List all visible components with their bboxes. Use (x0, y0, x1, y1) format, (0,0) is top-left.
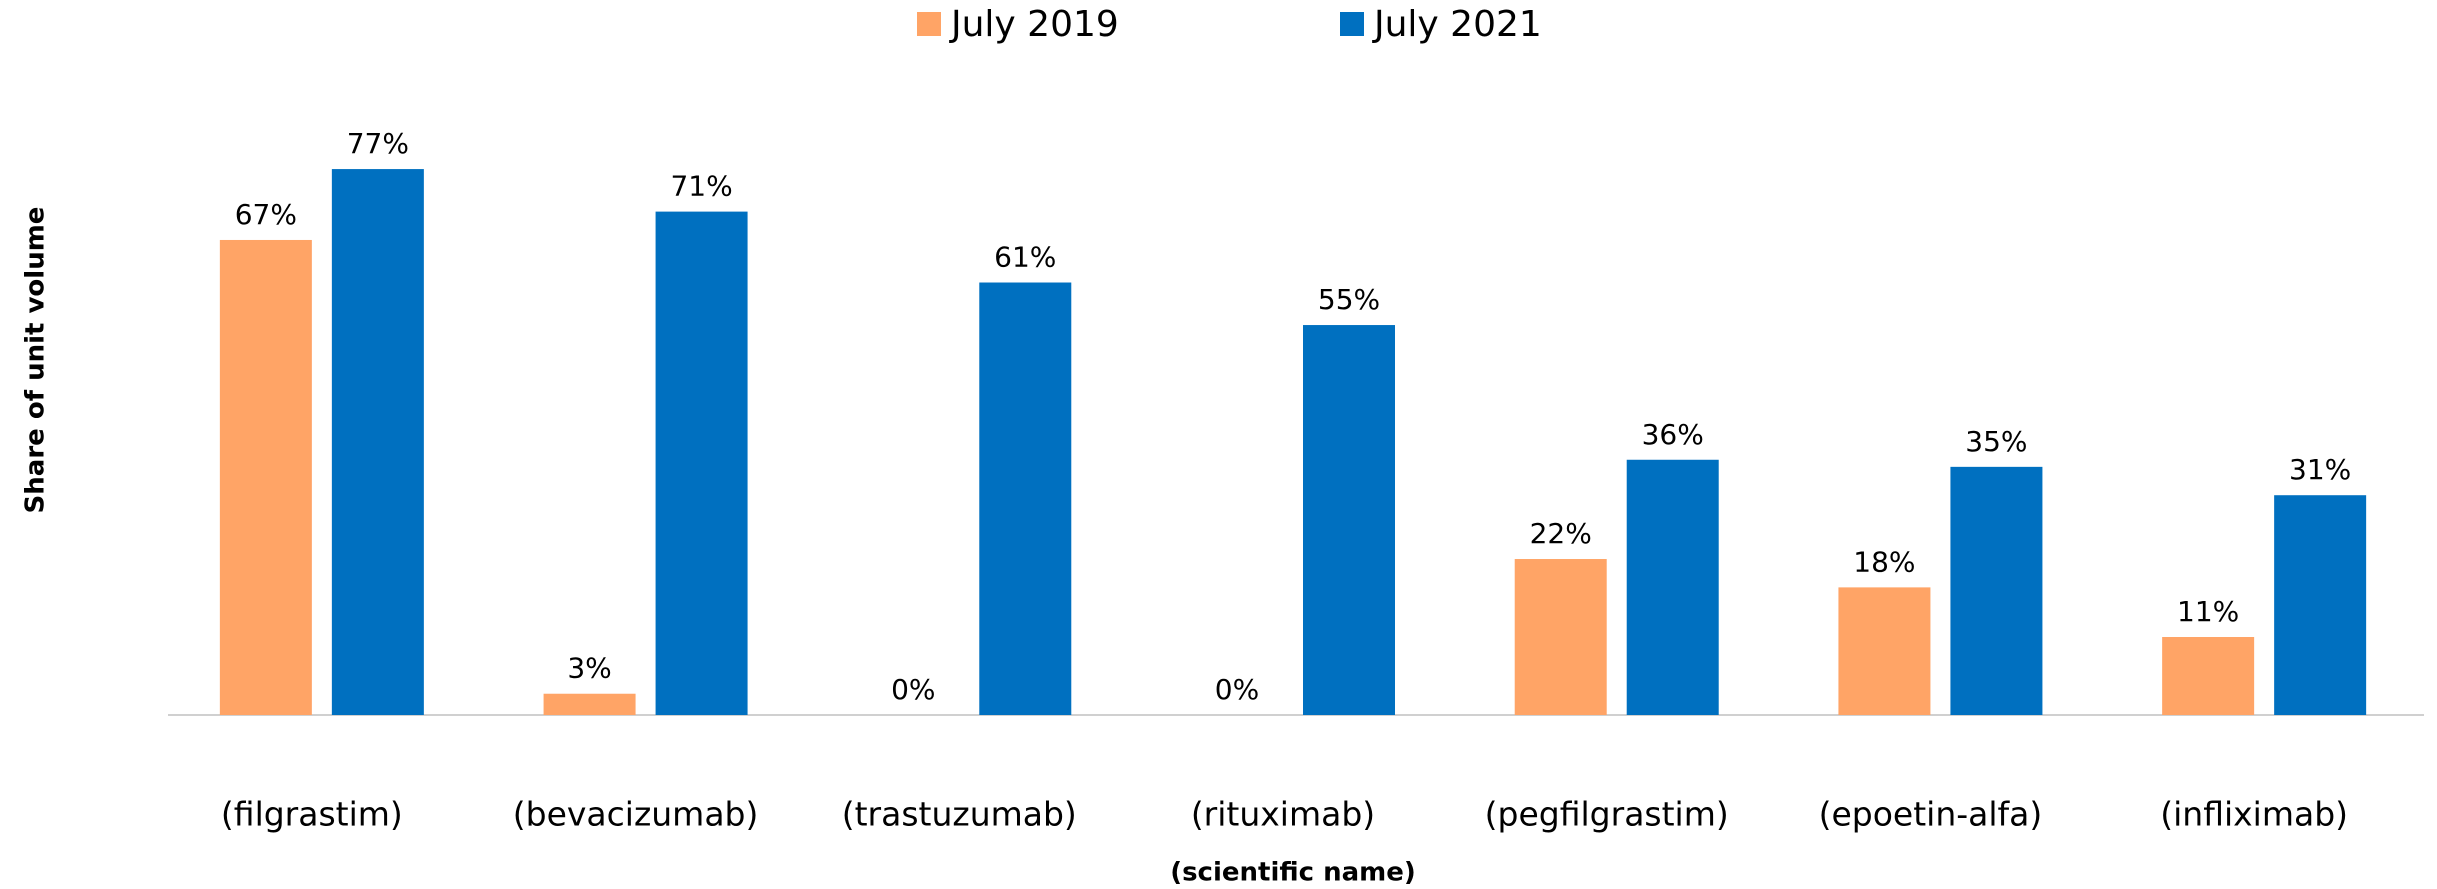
bar (1626, 459, 1719, 715)
x-tick-label: (bevacizumab) (513, 795, 759, 834)
bar (1950, 466, 2043, 715)
data-label: 36% (1642, 418, 1704, 451)
data-label: 35% (1965, 425, 2027, 458)
bar (1838, 587, 1931, 715)
y-axis-title: Share of unit volume (21, 207, 51, 514)
data-label: 18% (1853, 545, 1915, 578)
bar (331, 169, 424, 715)
data-label: 22% (1530, 517, 1592, 550)
data-label: 77% (347, 127, 409, 160)
x-tick-label: (rituximab) (1191, 795, 1375, 834)
legend-label: July 2019 (949, 4, 1119, 45)
bar (2162, 637, 2255, 715)
bar (2274, 495, 2367, 715)
data-label: 0% (1215, 673, 1259, 706)
x-tick-label: (filgrastim) (221, 795, 403, 834)
legend-label: July 2021 (1372, 4, 1542, 45)
data-label: 11% (2177, 595, 2239, 628)
x-tick-label: (infliximab) (2160, 795, 2348, 834)
data-label: 31% (2289, 453, 2351, 486)
bar (1514, 559, 1607, 715)
data-label: 61% (994, 241, 1056, 274)
x-axis-title: (scientific name) (1170, 858, 1416, 888)
bar (219, 239, 312, 715)
bar (1303, 325, 1395, 715)
data-label: 71% (670, 170, 732, 203)
legend-swatch (1340, 12, 1364, 36)
data-label: 67% (235, 198, 297, 231)
data-label: 0% (891, 673, 935, 706)
x-tick-label: (pegfilgrastim) (1485, 795, 1729, 834)
bar (979, 282, 1072, 715)
data-label: 3% (567, 652, 611, 685)
x-tick-label: (trastuzumab) (842, 795, 1077, 834)
bar (543, 693, 636, 715)
x-tick-label: (epoetin-alfa) (1819, 795, 2043, 834)
bar (655, 211, 748, 716)
data-label: 55% (1318, 283, 1380, 316)
legend-swatch (917, 12, 941, 36)
